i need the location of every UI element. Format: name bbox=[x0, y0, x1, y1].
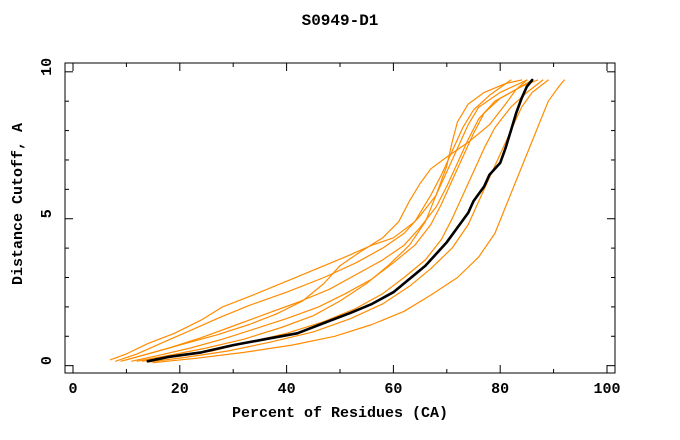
y-tick-label: 5 bbox=[39, 209, 56, 218]
series-line-prediction-1 bbox=[109, 79, 512, 361]
x-tick-label: 20 bbox=[171, 381, 189, 398]
y-tick-label: 0 bbox=[39, 356, 56, 365]
x-tick-label: 60 bbox=[384, 381, 402, 398]
y-axis-label: Distance Cutoff, A bbox=[10, 123, 27, 285]
x-tick-label: 40 bbox=[278, 381, 296, 398]
x-tick-label: 0 bbox=[69, 381, 78, 398]
axis-ticks bbox=[65, 63, 615, 373]
axis-tick-labels: 0 20 40 60 80 100 0 5 10 bbox=[39, 58, 620, 398]
plot-border bbox=[64, 62, 616, 374]
series-line-prediction-2 bbox=[115, 79, 528, 362]
series-line-prediction-3 bbox=[120, 79, 533, 362]
x-axis-label: Percent of Residues (CA) bbox=[232, 405, 448, 422]
chart-title: S0949-D1 bbox=[302, 12, 379, 30]
y-tick-label: 10 bbox=[39, 58, 56, 76]
series-line-prediction-9 bbox=[136, 79, 523, 362]
plot-series bbox=[109, 78, 565, 364]
series-line-prediction-5 bbox=[125, 79, 528, 361]
x-tick-label: 100 bbox=[593, 381, 620, 398]
x-tick-label: 80 bbox=[491, 381, 509, 398]
series-line-prediction-8 bbox=[152, 79, 565, 364]
series-line-prediction-4 bbox=[131, 79, 539, 362]
series-line-highlighted-model bbox=[146, 78, 534, 363]
plot-axes bbox=[64, 62, 616, 374]
